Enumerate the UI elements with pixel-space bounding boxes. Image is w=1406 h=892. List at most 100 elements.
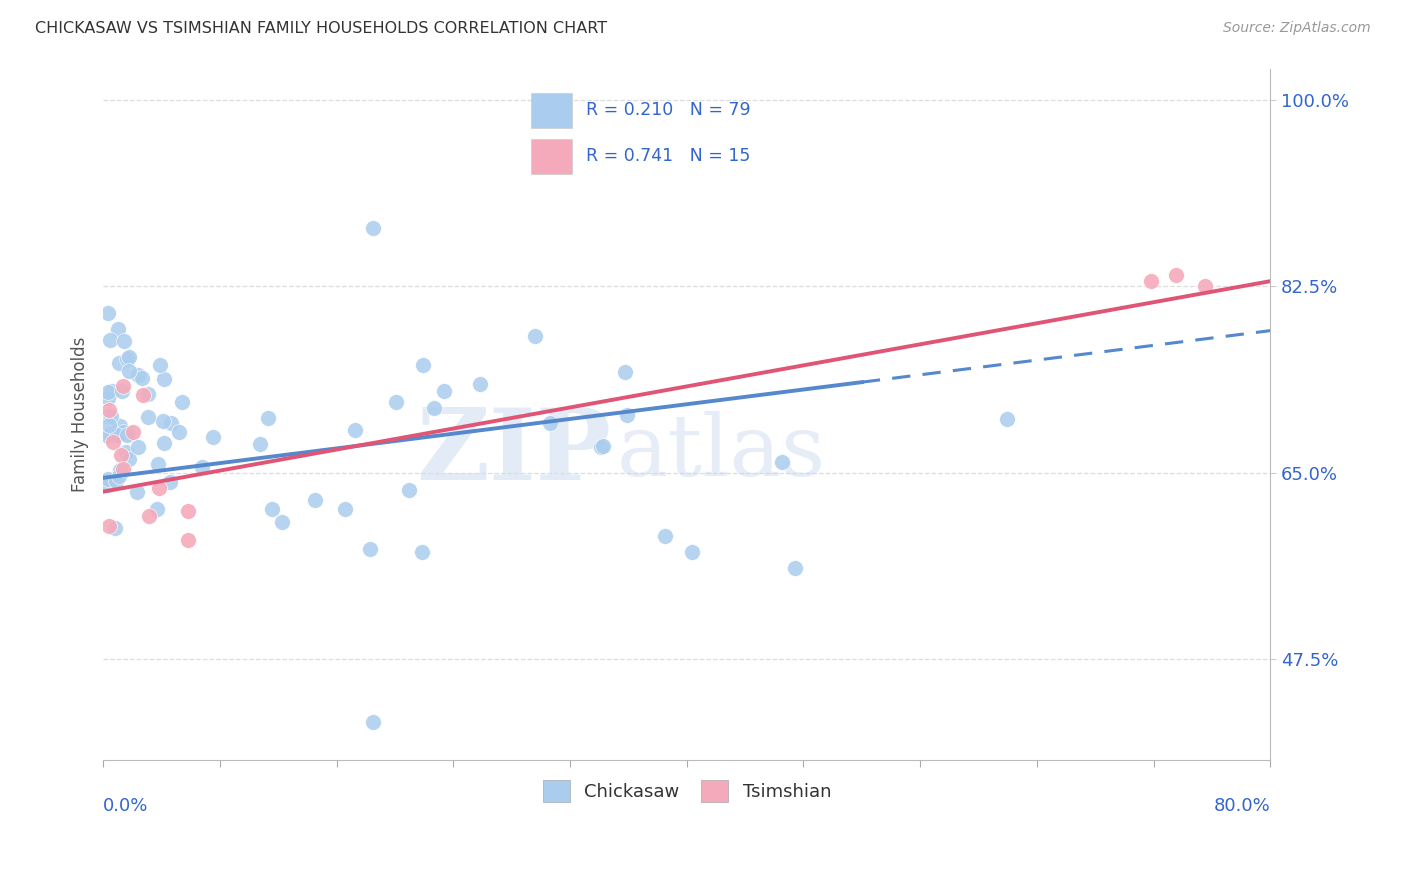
Point bbox=[783, 561, 806, 575]
Point bbox=[127, 440, 149, 454]
Point bbox=[107, 322, 129, 336]
Point bbox=[98, 403, 121, 417]
Point bbox=[118, 350, 141, 364]
Point bbox=[132, 388, 155, 402]
Text: Source: ZipAtlas.com: Source: ZipAtlas.com bbox=[1223, 21, 1371, 36]
Point bbox=[411, 544, 433, 558]
Point bbox=[270, 515, 292, 529]
Point bbox=[1164, 268, 1187, 282]
Point bbox=[107, 356, 129, 370]
Point bbox=[122, 425, 145, 439]
Point bbox=[153, 372, 176, 386]
Point bbox=[159, 475, 181, 489]
Point bbox=[114, 445, 136, 459]
Point bbox=[470, 377, 492, 392]
Point bbox=[115, 427, 138, 442]
Point bbox=[111, 384, 134, 399]
Point bbox=[591, 440, 613, 454]
Point bbox=[262, 501, 284, 516]
Point bbox=[114, 334, 136, 348]
Point bbox=[110, 418, 132, 433]
Point bbox=[249, 437, 271, 451]
Point bbox=[146, 458, 169, 472]
Point bbox=[190, 460, 212, 475]
Point bbox=[111, 462, 134, 476]
Point bbox=[111, 425, 134, 440]
Point bbox=[614, 365, 637, 379]
Point bbox=[361, 221, 384, 235]
Point bbox=[105, 474, 128, 488]
Text: ZIP: ZIP bbox=[416, 403, 610, 500]
Point bbox=[131, 371, 153, 385]
Point bbox=[97, 472, 120, 486]
Legend: Chickasaw, Tsimshian: Chickasaw, Tsimshian bbox=[536, 772, 838, 809]
Point bbox=[117, 425, 139, 440]
Point bbox=[412, 358, 434, 372]
Point bbox=[257, 411, 280, 425]
Point bbox=[1139, 274, 1161, 288]
Point bbox=[108, 468, 131, 483]
Point bbox=[398, 483, 420, 497]
Point bbox=[1194, 279, 1216, 293]
Point bbox=[136, 387, 159, 401]
Point bbox=[101, 434, 124, 449]
Text: 80.0%: 80.0% bbox=[1213, 797, 1271, 814]
Point bbox=[107, 428, 129, 442]
Point bbox=[98, 427, 121, 442]
Point bbox=[433, 384, 456, 398]
Point bbox=[96, 477, 118, 491]
Point bbox=[98, 333, 121, 347]
Point bbox=[592, 439, 614, 453]
Point bbox=[361, 715, 384, 730]
Point bbox=[118, 451, 141, 466]
Point bbox=[682, 545, 704, 559]
Point bbox=[96, 384, 118, 399]
Point bbox=[104, 521, 127, 535]
Point bbox=[98, 518, 121, 533]
Point bbox=[172, 394, 194, 409]
Point bbox=[385, 394, 408, 409]
Point bbox=[654, 529, 676, 543]
Point bbox=[538, 417, 561, 431]
Point bbox=[138, 410, 160, 425]
Point bbox=[995, 412, 1018, 426]
Point bbox=[145, 502, 167, 516]
Point bbox=[96, 391, 118, 405]
Point bbox=[333, 501, 356, 516]
Point bbox=[616, 408, 638, 422]
Point bbox=[98, 418, 121, 433]
Point bbox=[167, 425, 190, 440]
Point bbox=[110, 448, 132, 462]
Point bbox=[108, 463, 131, 477]
Point bbox=[149, 358, 172, 372]
Point bbox=[304, 493, 326, 508]
Point bbox=[524, 329, 547, 343]
Y-axis label: Family Households: Family Households bbox=[72, 336, 89, 491]
Point bbox=[96, 306, 118, 320]
Point bbox=[423, 401, 446, 416]
Point bbox=[100, 384, 122, 398]
Point bbox=[359, 542, 381, 557]
Point bbox=[148, 481, 170, 495]
Point bbox=[160, 416, 183, 430]
Point bbox=[770, 455, 793, 469]
Point bbox=[115, 351, 138, 366]
Point bbox=[153, 435, 176, 450]
Point bbox=[100, 409, 122, 424]
Point bbox=[105, 428, 128, 442]
Point bbox=[343, 423, 366, 437]
Text: atlas: atlas bbox=[617, 410, 825, 493]
Point bbox=[177, 504, 200, 518]
Point bbox=[127, 368, 149, 382]
Point bbox=[138, 508, 160, 523]
Point bbox=[177, 533, 200, 547]
Point bbox=[96, 428, 118, 442]
Point bbox=[96, 409, 118, 423]
Text: 0.0%: 0.0% bbox=[103, 797, 149, 814]
Point bbox=[127, 485, 149, 500]
Text: CHICKASAW VS TSIMSHIAN FAMILY HOUSEHOLDS CORRELATION CHART: CHICKASAW VS TSIMSHIAN FAMILY HOUSEHOLDS… bbox=[35, 21, 607, 37]
Point bbox=[152, 413, 174, 427]
Point bbox=[202, 430, 225, 444]
Point bbox=[118, 364, 141, 378]
Point bbox=[112, 379, 135, 393]
